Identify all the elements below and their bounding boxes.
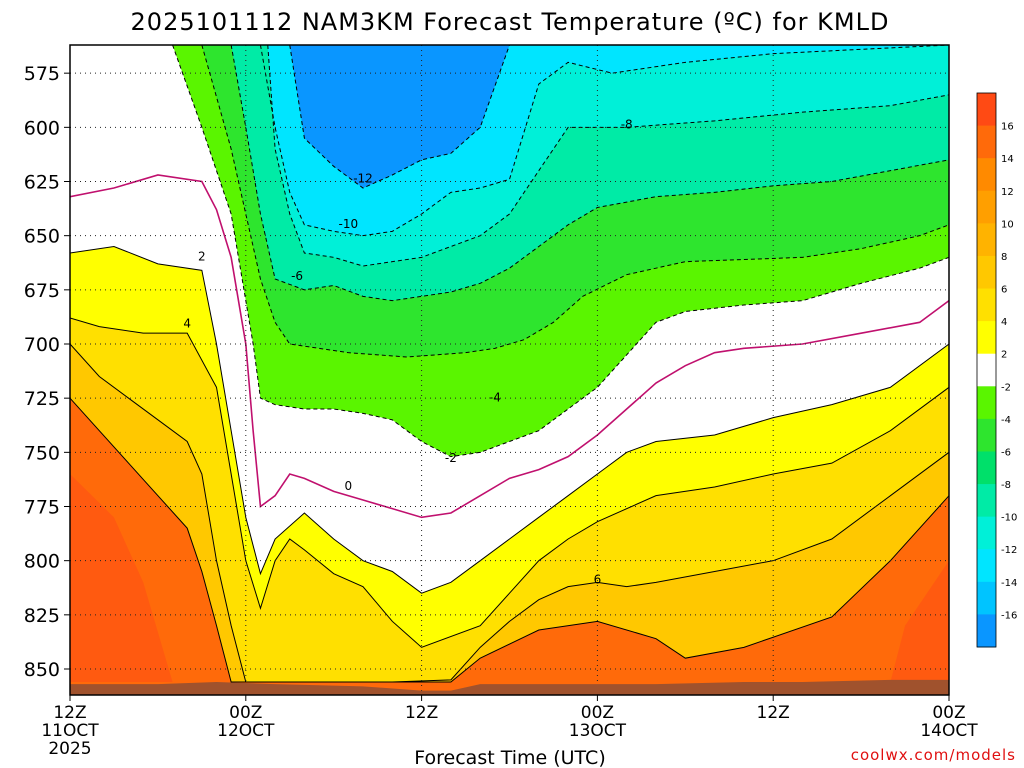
isotherm-2 — [70, 245, 949, 594]
y-tick-label-775: 775 — [24, 497, 60, 519]
y-tick-label-675: 675 — [24, 280, 60, 302]
gridlines — [70, 45, 949, 695]
x-tick-label-5-1: 00Z — [932, 703, 965, 723]
y-tick-label-650: 650 — [24, 226, 60, 248]
colorbar-label-12: -10 — [1001, 513, 1017, 524]
isotherm--2 — [172, 45, 949, 458]
colorbar-bin-2 — [977, 158, 996, 192]
band-above-6 — [70, 344, 949, 695]
plot-area: -12 -10 -8 -6 -4 -2 0 2 4 6 — [70, 45, 949, 695]
isotherm-label--6: -6 — [291, 269, 303, 283]
colorbar-label-13: -12 — [1001, 545, 1017, 556]
colorbar-bin-0 — [977, 93, 996, 127]
credit-text: coolwx.com/models — [851, 746, 1016, 764]
colorbar-label-7: 2 — [1001, 350, 1007, 361]
colorbar-bin-10 — [977, 418, 996, 452]
x-tick-label-0-1: 12Z — [53, 703, 86, 723]
y-tick-label-575: 575 — [24, 63, 60, 85]
x-tick-label-5-2: 14OCT — [920, 721, 978, 741]
band-warm-core-right — [890, 560, 949, 682]
y-tick-label-700: 700 — [24, 334, 60, 356]
colorbar-bin-13 — [977, 516, 996, 550]
y-axis: 575 600 625 650 675 700 725 750 775 800 825 850 — [24, 63, 70, 681]
colorbar-bin-3 — [977, 190, 996, 224]
colorbar-bin-16 — [977, 614, 996, 648]
colorbar-label-2: 12 — [1001, 187, 1014, 198]
isotherm--6 — [230, 45, 949, 302]
terrain-fill — [70, 679, 949, 695]
colorbar-bin-1 — [977, 125, 996, 159]
y-tick-label-600: 600 — [24, 117, 60, 139]
x-tick-label-1-1: 00Z — [229, 703, 262, 723]
isotherm-0 — [70, 174, 949, 519]
y-tick-label-725: 725 — [24, 388, 60, 410]
isotherm-label-2: 2 — [198, 250, 206, 264]
temperature-field — [70, 45, 949, 695]
chart-title: 2025101112 NAM3KM Forecast Temperature (… — [131, 8, 890, 36]
colorbar-bin-6 — [977, 288, 996, 322]
isotherm--8 — [267, 45, 949, 267]
colorbar-label-5: 6 — [1001, 285, 1007, 296]
colorbar-bin-4 — [977, 223, 996, 257]
colorbar-label-14: -14 — [1001, 578, 1017, 589]
colorbar-bin-15 — [977, 581, 996, 615]
isotherm-label--10: -10 — [339, 217, 359, 231]
isotherm-label--2: -2 — [445, 451, 457, 465]
x-tick-label-0-3: 2025 — [48, 739, 91, 759]
colorbar-bin-14 — [977, 549, 996, 583]
y-tick-label-800: 800 — [24, 551, 60, 573]
isotherm-label--12: -12 — [353, 172, 373, 186]
colorbar-bin-9 — [977, 386, 996, 420]
x-tick-label-1-2: 12OCT — [217, 721, 275, 741]
colorbar-bin-5 — [977, 255, 996, 290]
colorbar-label-1: 14 — [1001, 154, 1014, 165]
colorbar-label-15: -16 — [1001, 610, 1017, 621]
x-tick-label-2-1: 12Z — [405, 703, 438, 723]
colorbar-label-9: -4 — [1001, 415, 1011, 426]
colorbar-bin-11 — [977, 451, 996, 485]
plot-frame — [69, 44, 950, 696]
y-tick-label-825: 825 — [24, 605, 60, 627]
colorbar-label-4: 8 — [1001, 252, 1007, 263]
colorbar-label-3: 10 — [1001, 219, 1014, 230]
y-tick-label-625: 625 — [24, 172, 60, 194]
isotherm-8 — [70, 397, 949, 683]
band-warm-core-left — [70, 474, 173, 682]
colorbar-frame — [976, 92, 997, 648]
colorbar-label-8: -2 — [1001, 382, 1011, 393]
isotherm-label-4: 4 — [183, 317, 191, 331]
x-tick-label-3-1: 00Z — [581, 703, 614, 723]
isotherm--10 — [259, 45, 949, 237]
colorbar-bin-8 — [977, 353, 996, 387]
isotherm-label-0: 0 — [345, 479, 353, 493]
isotherm-contours: -12 -10 -8 -6 -4 -2 0 2 4 6 — [70, 45, 949, 683]
isotherm--12 — [289, 45, 510, 189]
isotherm-label--4: -4 — [489, 390, 501, 404]
y-tick-label-850: 850 — [24, 659, 60, 681]
isotherm-label--8: -8 — [621, 117, 633, 131]
isotherm-4 — [70, 317, 949, 648]
isotherm-6 — [70, 343, 949, 683]
x-tick-label-3-2: 13OCT — [569, 721, 627, 741]
colorbar-label-6: 4 — [1001, 317, 1007, 328]
isotherm-label-6: 6 — [594, 572, 602, 586]
x-axis-label: Forecast Time (UTC) — [414, 747, 605, 768]
colorbar-label-11: -8 — [1001, 480, 1011, 491]
colorbar-label-0: 16 — [1001, 122, 1014, 133]
x-tick-label-0-2: 11OCT — [41, 721, 99, 741]
colorbar-bin-12 — [977, 484, 996, 518]
colorbar: 16 14 12 10 8 6 4 2 -2 -4 -6 -8 -10 -12 -14 -16 — [976, 92, 1017, 648]
colorbar-bin-7 — [977, 321, 996, 355]
colorbar-label-10: -6 — [1001, 447, 1011, 458]
y-tick-label-750: 750 — [24, 442, 60, 464]
x-tick-label-4-1: 12Z — [757, 703, 790, 723]
